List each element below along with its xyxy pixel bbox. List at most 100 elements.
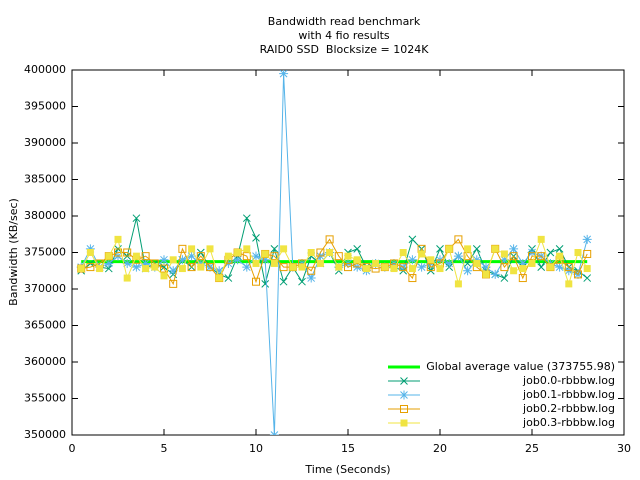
chart-title: Bandwidth read benchmark (268, 15, 421, 28)
marker (473, 259, 481, 267)
y-axis-label: Bandwidth (KB/sec) (7, 198, 20, 306)
marker (509, 244, 519, 254)
marker (142, 265, 150, 273)
x-tick-label: 30 (617, 442, 631, 455)
marker (187, 263, 196, 272)
marker (546, 263, 554, 271)
marker (252, 259, 260, 267)
legend-label: job0.0-rbbbw.log (522, 374, 615, 387)
marker (123, 274, 131, 282)
marker (426, 263, 435, 272)
marker (289, 263, 297, 271)
marker (518, 258, 528, 268)
marker (132, 214, 141, 223)
marker (242, 214, 251, 223)
legend-marker (400, 405, 408, 413)
marker (436, 265, 444, 273)
marker (224, 252, 232, 260)
marker (270, 252, 279, 261)
marker (500, 274, 509, 282)
marker (141, 252, 150, 261)
y-tick-label: 380000 (24, 209, 66, 222)
marker (86, 249, 94, 256)
marker (519, 265, 527, 273)
legend-label: job0.1-rbbbw.log (522, 388, 615, 401)
marker (252, 234, 260, 242)
legend-marker (400, 419, 408, 427)
marker (537, 235, 545, 243)
marker (168, 266, 178, 276)
marker (261, 250, 269, 258)
marker (243, 245, 251, 253)
legend-label: job0.2-rbbbw.log (522, 402, 615, 415)
marker (417, 262, 427, 272)
marker (555, 262, 565, 272)
marker (556, 252, 564, 260)
marker (582, 234, 592, 244)
plot-area (76, 70, 592, 435)
marker (334, 252, 343, 261)
marker (564, 263, 573, 272)
marker (298, 277, 306, 286)
x-tick-label: 10 (249, 442, 263, 455)
marker (260, 255, 270, 265)
marker (169, 256, 177, 264)
marker (335, 263, 343, 271)
marker (307, 266, 316, 275)
marker (242, 262, 252, 272)
marker (279, 70, 289, 79)
marker (131, 262, 141, 272)
marker (546, 248, 555, 257)
marker (104, 258, 114, 268)
marker (454, 280, 462, 288)
y-tick-label: 395000 (24, 100, 66, 113)
marker (234, 249, 242, 256)
marker (280, 245, 288, 253)
marker (528, 252, 536, 261)
marker (197, 263, 205, 271)
marker (491, 245, 499, 253)
marker (500, 250, 508, 258)
marker (445, 245, 453, 253)
marker (132, 252, 140, 260)
y-tick-label: 375000 (24, 246, 66, 259)
marker (472, 255, 482, 265)
marker (159, 255, 169, 265)
marker (353, 256, 361, 264)
y-tick-label: 360000 (24, 355, 66, 368)
marker (215, 274, 223, 282)
marker (537, 252, 546, 261)
marker (463, 259, 472, 268)
marker (242, 252, 251, 261)
marker (160, 272, 168, 280)
x-tick-label: 20 (433, 442, 447, 455)
marker (141, 258, 151, 268)
marker (178, 265, 186, 273)
y-tick-label: 365000 (24, 319, 66, 332)
marker (362, 265, 370, 273)
marker (399, 249, 407, 256)
marker (123, 248, 132, 257)
marker (261, 280, 270, 288)
legend-label: Global average value (373755.98) (426, 360, 615, 373)
marker (279, 277, 288, 286)
marker (463, 252, 472, 261)
marker (418, 250, 426, 258)
x-tick-label: 15 (341, 442, 355, 455)
marker (574, 270, 582, 279)
marker (252, 277, 260, 286)
marker (298, 263, 306, 271)
marker (160, 264, 168, 273)
marker (279, 263, 288, 272)
marker (214, 266, 224, 276)
marker (537, 263, 546, 271)
marker (407, 255, 417, 265)
marker (509, 252, 518, 261)
marker (490, 269, 500, 279)
marker (408, 265, 416, 273)
marker (316, 259, 324, 267)
marker (270, 259, 278, 267)
marker (86, 263, 95, 272)
marker (77, 265, 85, 273)
